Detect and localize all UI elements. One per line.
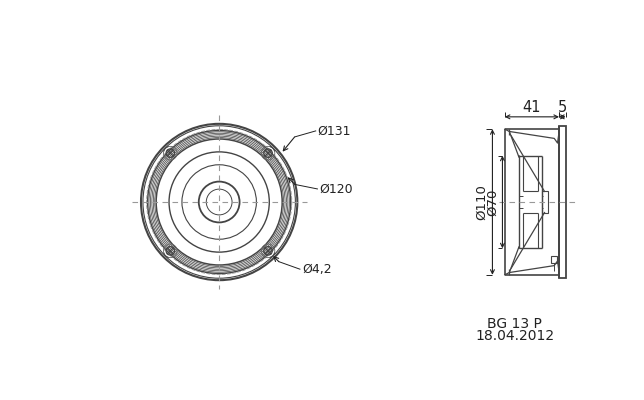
Bar	[542, 191, 548, 213]
Bar	[559, 126, 565, 278]
Text: Ø70: Ø70	[486, 188, 498, 216]
Text: Ø4,2: Ø4,2	[302, 263, 332, 276]
Text: 5: 5	[558, 100, 567, 114]
Text: Ø110: Ø110	[475, 184, 489, 220]
Text: 41: 41	[523, 100, 541, 114]
Text: 18.04.2012: 18.04.2012	[475, 329, 554, 343]
Text: Ø120: Ø120	[319, 182, 353, 196]
Text: Ø131: Ø131	[317, 124, 351, 137]
Text: BG 13 P: BG 13 P	[488, 318, 542, 332]
Bar	[551, 256, 556, 263]
